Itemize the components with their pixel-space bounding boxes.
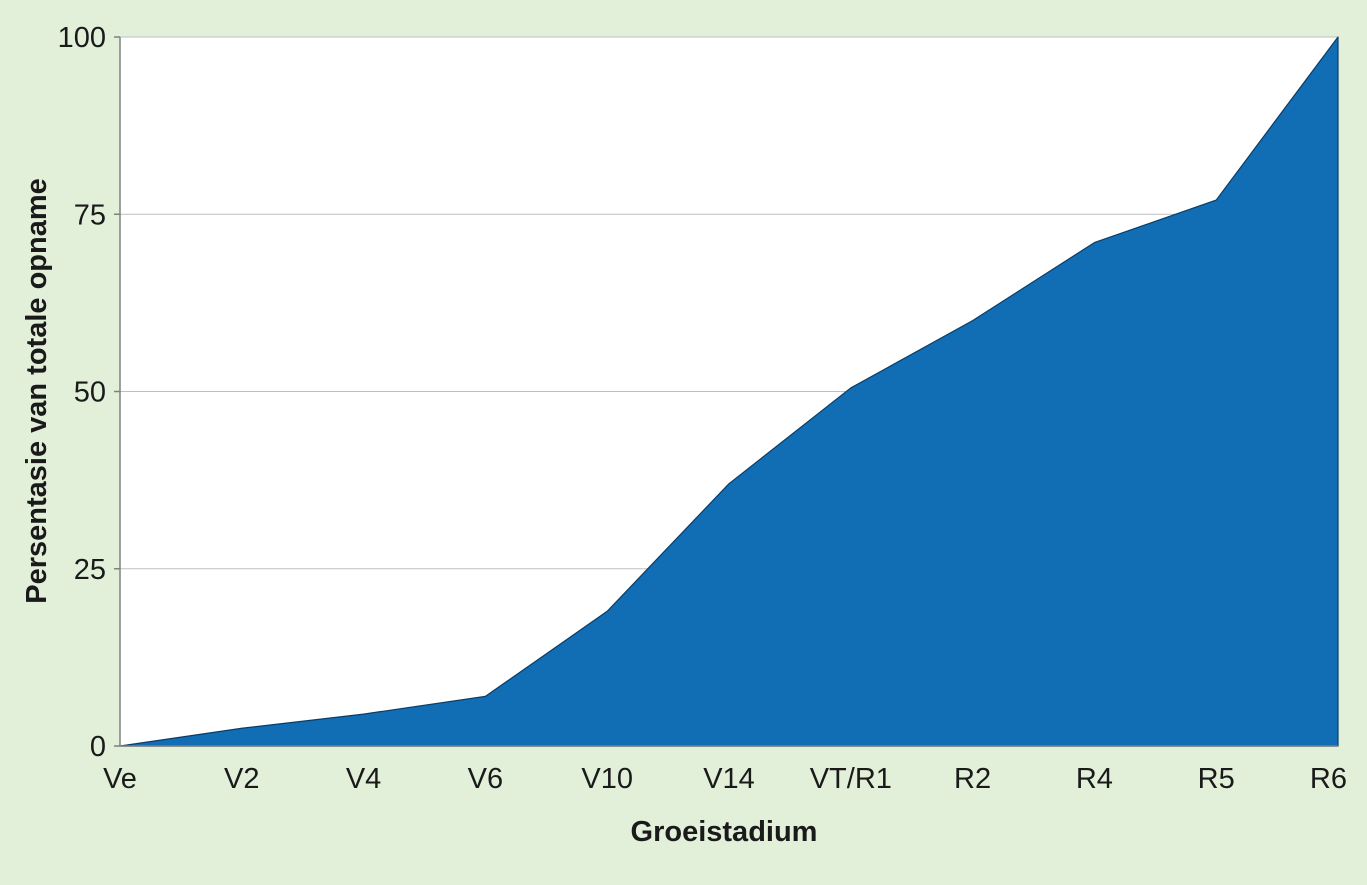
x-tick-label: Ve: [103, 763, 137, 795]
x-tick-label: V4: [346, 763, 381, 795]
x-axis-title: Groeistadium: [631, 816, 818, 848]
y-tick-label: 75: [74, 199, 106, 231]
x-tick-label: R5: [1198, 763, 1235, 795]
area-series: [119, 36, 1339, 747]
x-axis-ticks: Ve V2 V4 V6 V10 V14 VT/R1 R2 R4 R5 R6: [103, 763, 1347, 795]
x-tick-label: V6: [468, 763, 503, 795]
y-axis-ticks: 0 25 50 75 100: [58, 22, 120, 763]
x-tick-label: R2: [954, 763, 991, 795]
x-tick-label: VT/R1: [810, 763, 892, 795]
y-tick-label: 25: [74, 554, 106, 586]
x-tick-label: V14: [703, 763, 755, 795]
x-tick-label: V2: [224, 763, 259, 795]
x-tick-label: R6: [1310, 763, 1347, 795]
y-tick-label: 50: [74, 377, 106, 409]
x-tick-label: R4: [1076, 763, 1113, 795]
y-axis-title: Persentasie van totale opname: [21, 178, 53, 604]
y-tick-label: 0: [90, 731, 106, 763]
y-tick-label: 100: [58, 22, 106, 54]
x-tick-label: V10: [581, 763, 633, 795]
